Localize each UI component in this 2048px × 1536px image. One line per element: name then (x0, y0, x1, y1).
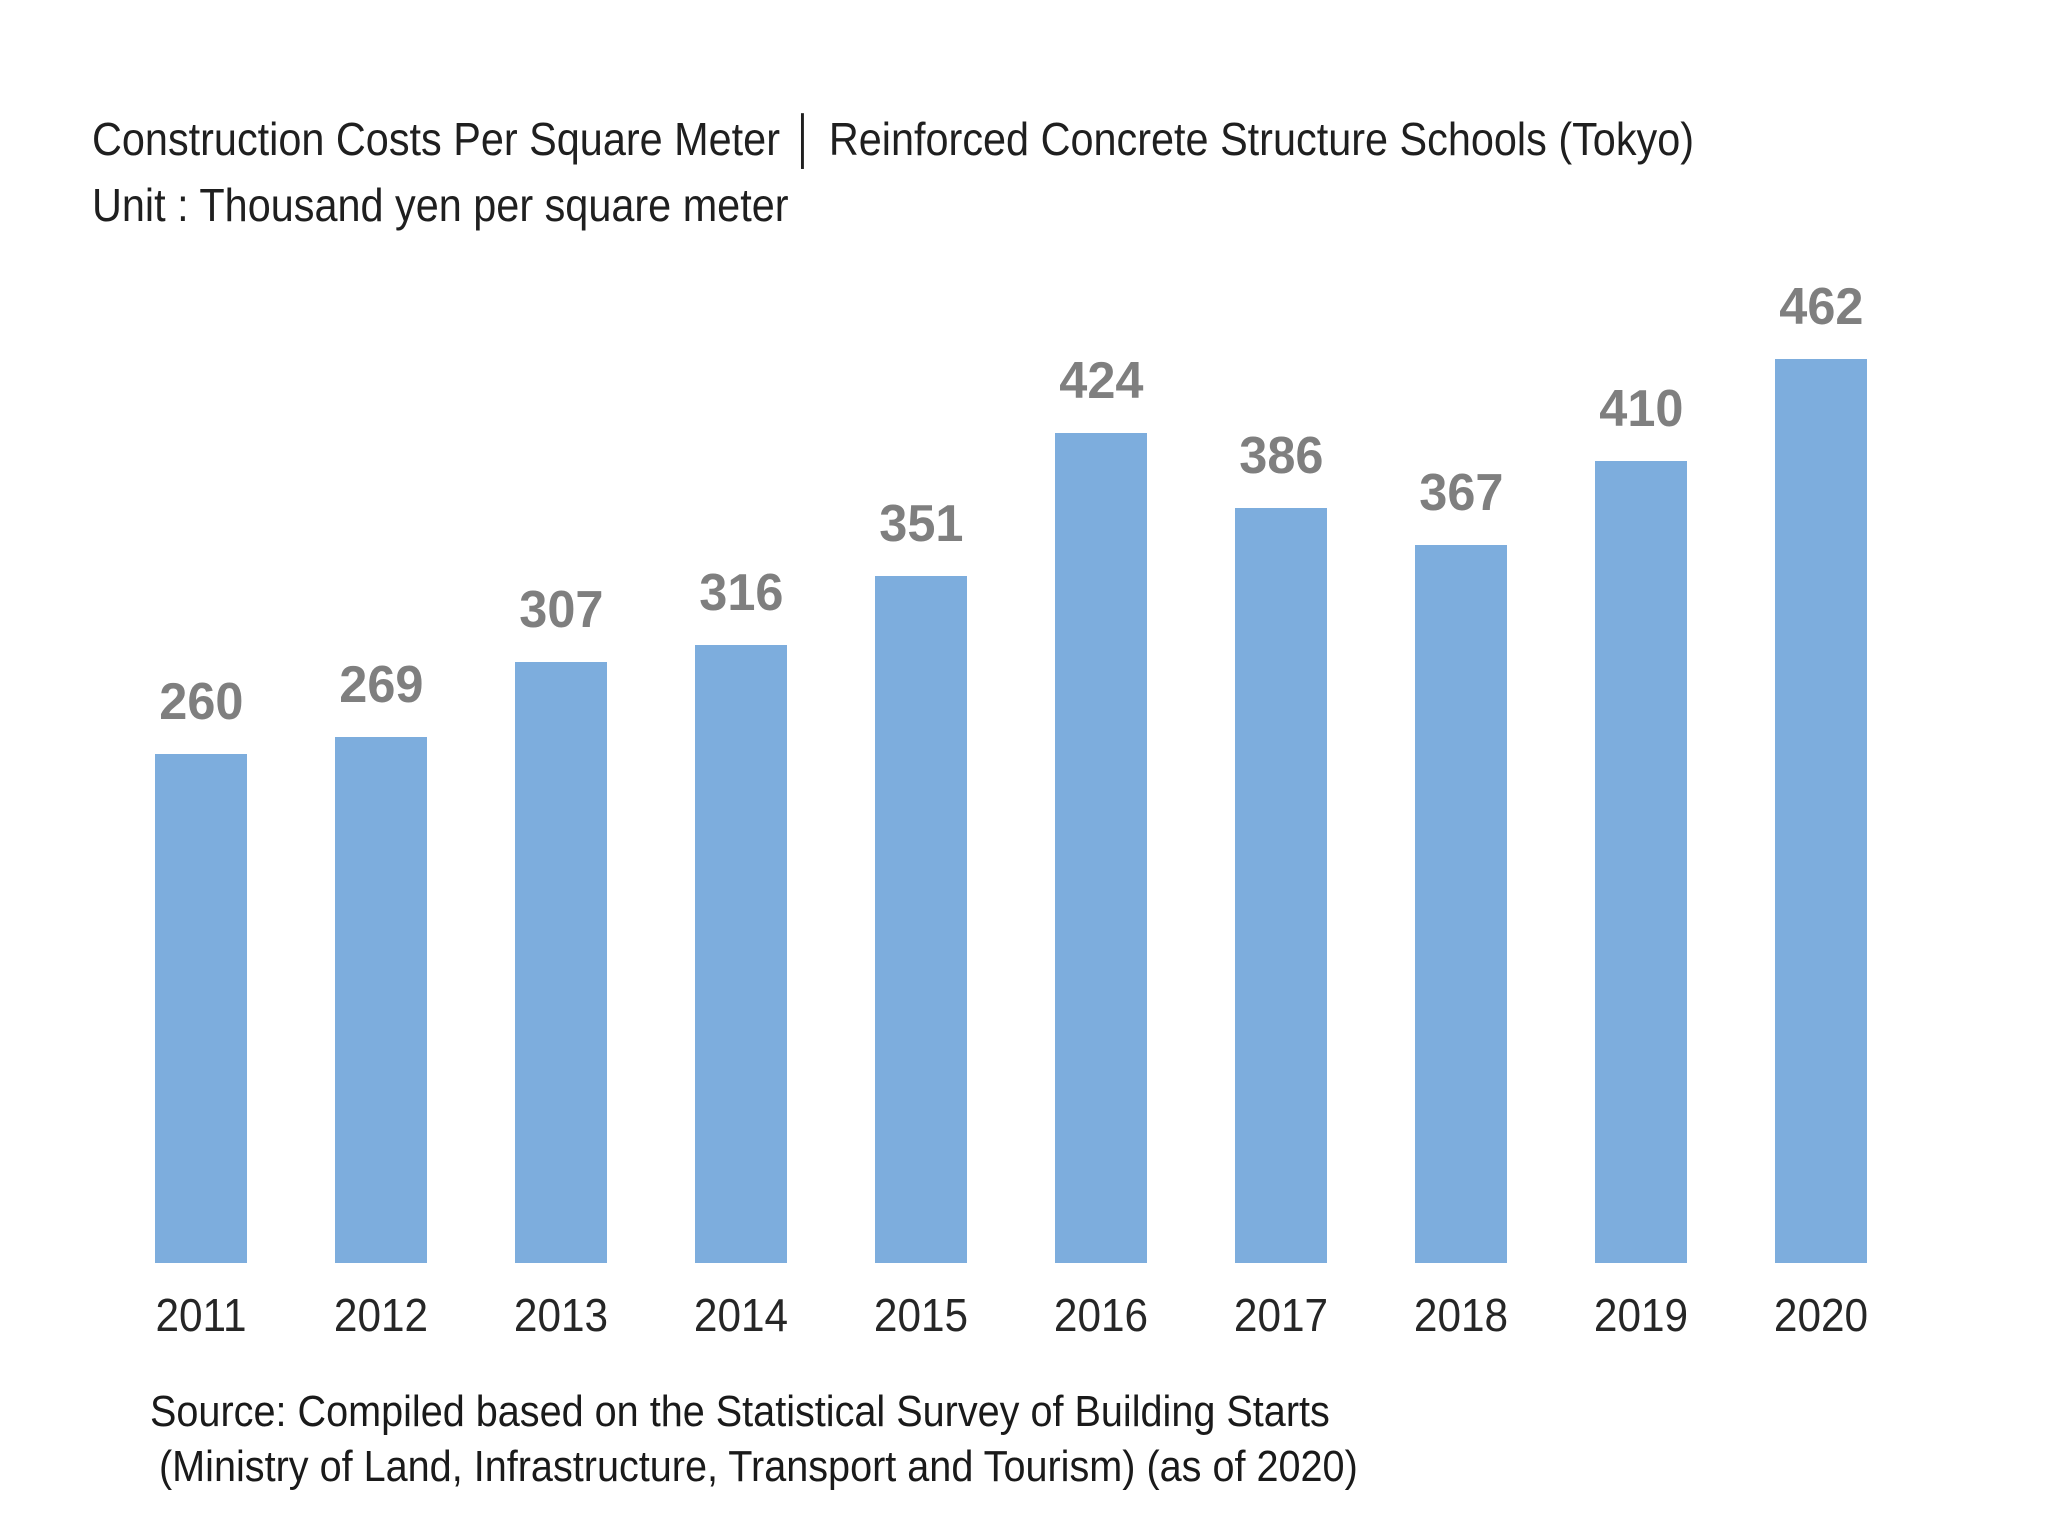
source-line-1: Source: Compiled based on the Statistica… (150, 1387, 1330, 1436)
bar-value-label-2014: 316 (698, 564, 784, 622)
bar-2016 (1055, 433, 1147, 1263)
bar-value-label-2016: 424 (1058, 352, 1144, 410)
bar-value-label-2018: 367 (1418, 464, 1504, 522)
source-note: Source: Compiled based on the Statistica… (150, 1384, 1358, 1494)
bar-group-2019: 410 (1551, 383, 1731, 1263)
bar-group-2015: 351 (831, 498, 1011, 1263)
bar-group-2020: 462 (1731, 281, 1911, 1263)
bar-group-2018: 367 (1371, 467, 1551, 1263)
bar-value-label-2011: 260 (158, 673, 244, 731)
chart-title: Construction Costs Per Square Meter │ Re… (92, 113, 1695, 165)
bar-group-2013: 307 (471, 584, 651, 1263)
bar-value-label-2015: 351 (878, 495, 964, 553)
bar-value-label-2013: 307 (518, 581, 604, 639)
bar-2013 (515, 662, 607, 1263)
x-tick-2011: 2011 (155, 1289, 247, 1341)
chart-header: Construction Costs Per Square Meter │ Re… (92, 106, 1872, 238)
bar-group-2012: 269 (291, 659, 471, 1263)
x-tick-2016: 2016 (1053, 1289, 1149, 1341)
x-tick-2017: 2017 (1233, 1289, 1329, 1341)
source-line-2: (Ministry of Land, Infrastructure, Trans… (159, 1442, 1358, 1491)
bar-2014 (695, 645, 787, 1263)
bar-2018 (1415, 545, 1507, 1263)
bar-value-label-2020: 462 (1778, 278, 1864, 336)
bar-group-2011: 260 (111, 676, 291, 1263)
bar-2012 (335, 737, 427, 1263)
bar-value-label-2019: 410 (1598, 380, 1684, 438)
x-tick-2012: 2012 (333, 1289, 429, 1341)
bar-group-2014: 316 (651, 567, 831, 1263)
bar-value-label-2017: 386 (1238, 427, 1324, 485)
bar-2011 (155, 754, 247, 1263)
x-axis: 2011 2012 2013 2014 2015 2016 2017 2018 2019 2020 (111, 1292, 1911, 1338)
x-tick-2019: 2019 (1593, 1289, 1689, 1341)
bar-2019 (1595, 461, 1687, 1263)
bar-chart-plot-area: 260 269 307 316 351 424 386 367 410 462 (111, 0, 1911, 1263)
bar-group-2016: 424 (1011, 355, 1191, 1263)
bar-group-2017: 386 (1191, 430, 1371, 1263)
x-tick-2018: 2018 (1413, 1289, 1509, 1341)
bar-value-label-2012: 269 (338, 656, 424, 714)
bar-2020 (1775, 359, 1867, 1263)
bar-2015 (875, 576, 967, 1263)
x-tick-2020: 2020 (1773, 1289, 1869, 1341)
x-tick-2015: 2015 (873, 1289, 969, 1341)
bar-2017 (1235, 508, 1327, 1263)
x-tick-2014: 2014 (693, 1289, 789, 1341)
x-tick-2013: 2013 (513, 1289, 609, 1341)
chart-unit-label: Unit : Thousand yen per square meter (92, 179, 789, 231)
